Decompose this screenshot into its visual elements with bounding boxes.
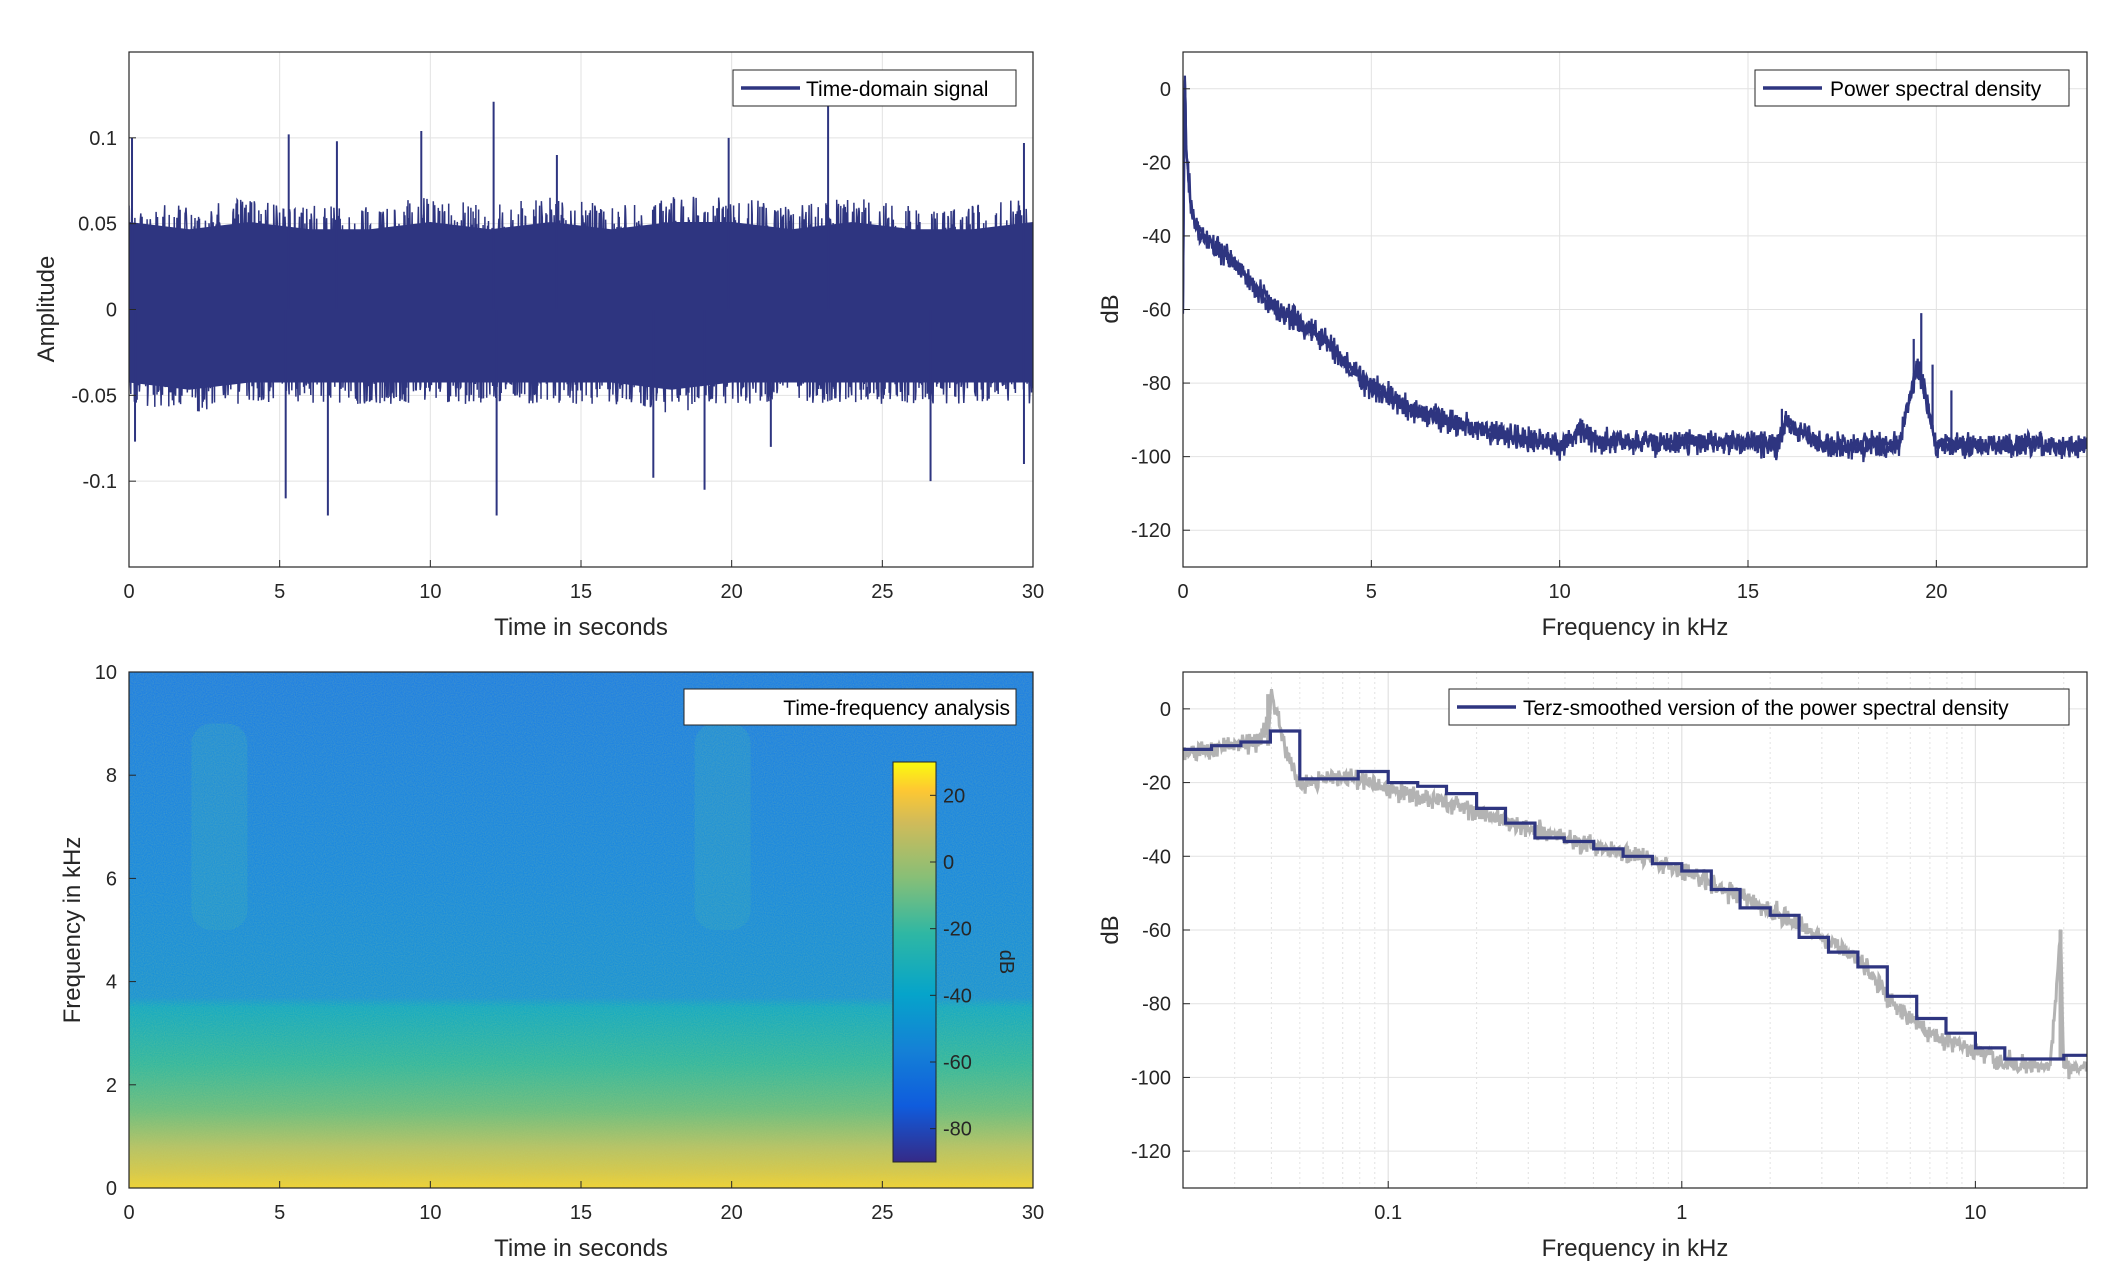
legend-label: Time-domain signal (806, 78, 988, 101)
y-tick-label: -40 (1142, 226, 1171, 248)
colorbar-tick-label: -40 (943, 985, 972, 1007)
y-tick-label: 6 (106, 868, 117, 890)
signal-trace (129, 101, 1033, 516)
y-tick-label: 0 (106, 1178, 117, 1200)
terz-traces (1183, 688, 2087, 1080)
legend: Power spectral density (1754, 69, 2070, 107)
x-tick-label: 25 (871, 1202, 893, 1224)
x-tick-label: 30 (1022, 581, 1044, 603)
raw-psd-line (1183, 688, 2087, 1080)
psd-panel: 0 5 10 15 20 -120 -100 -80 -60 -40 -20 0 Frequency … (1097, 51, 2088, 641)
y-tick-label: 4 (106, 972, 117, 994)
y-tick-label: -100 (1131, 1067, 1171, 1089)
x-tick-label: 10 (419, 581, 441, 603)
x-tick-label: 10 (1964, 1202, 1986, 1224)
y-tick-label: 0.05 (78, 214, 117, 236)
x-tick-label: 15 (1737, 581, 1759, 603)
y-axis-label: Frequency in kHz (59, 837, 86, 1024)
tick-labels: 0 5 10 15 20 25 30 -0.1 -0.05 0 0.05 0.1 (71, 128, 1044, 603)
colorbar-tick-label: -20 (943, 919, 972, 941)
x-tick-label: 0 (123, 1202, 134, 1224)
y-tick-label: -40 (1142, 846, 1171, 868)
legend: Time-frequency analysis (683, 688, 1017, 726)
x-tick-label: 30 (1022, 1202, 1044, 1224)
legend-label: Power spectral density (1830, 78, 2042, 101)
y-tick-label: 2 (106, 1075, 117, 1097)
y-tick-label: 0 (1160, 79, 1171, 101)
y-tick-label: -120 (1131, 520, 1171, 542)
time-signal-panel: 0 5 10 15 20 25 30 -0.1 -0.05 0 0.05 0.1 Time in se… (33, 51, 1044, 641)
y-axis-label: dB (1097, 294, 1124, 323)
x-axis-label: Frequency in kHz (1542, 1235, 1729, 1262)
x-tick-label: 25 (871, 581, 893, 603)
legend: Terz-smoothed version of the power spect… (1448, 688, 2070, 726)
grid (1182, 672, 2087, 1188)
y-tick-label: -20 (1142, 152, 1171, 174)
spectrogram-panel: 0 5 10 15 20 25 30 0 2 4 6 8 10 Time in seconds Freq… (59, 662, 1044, 1262)
tick-labels: 0 5 10 15 20 -120 -100 -80 -60 -40 -20 0 (1131, 79, 1947, 603)
y-tick-label: -20 (1142, 773, 1171, 795)
x-tick-label: 20 (1925, 581, 1947, 603)
x-tick-label: 0.1 (1374, 1202, 1402, 1224)
colorbar-gradient (892, 761, 937, 1163)
y-tick-label: -80 (1142, 994, 1171, 1016)
y-tick-label: 0 (106, 300, 117, 322)
legend: Time-domain signal (732, 69, 1017, 107)
y-tick-label: -60 (1142, 920, 1171, 942)
x-tick-label: 5 (274, 581, 285, 603)
y-tick-label: 8 (106, 765, 117, 787)
smoothed-psd-line (1183, 729, 2087, 1061)
x-tick-label: 5 (1366, 581, 1377, 603)
psd-line-jitter (1183, 80, 2087, 461)
y-tick-label: -0.1 (83, 471, 117, 493)
legend-label: Terz-smoothed version of the power spect… (1523, 697, 2009, 720)
x-tick-label: 10 (419, 1202, 441, 1224)
y-axis-label: Amplitude (33, 256, 60, 363)
colorbar-ticks: -80 -60 -40 -20 0 20 (930, 785, 972, 1141)
tick-labels: 0 5 10 15 20 25 30 0 2 4 6 8 10 (95, 662, 1044, 1224)
x-tick-label: 5 (274, 1202, 285, 1224)
y-tick-label: -100 (1131, 447, 1171, 469)
legend-label: Time-frequency analysis (783, 697, 1010, 720)
psd-trace (1183, 75, 2087, 463)
x-axis-label: Time in seconds (494, 1235, 668, 1262)
x-axis-label: Frequency in kHz (1542, 614, 1729, 641)
y-tick-label: -80 (1142, 373, 1171, 395)
tick-labels: 0.1 1 10 -120 -100 -80 -60 -40 -20 0 (1131, 699, 1987, 1224)
colorbar: -80 -60 -40 -20 0 20 dB (892, 761, 1017, 1163)
colorbar-label: dB (995, 950, 1017, 974)
x-tick-label: 10 (1549, 581, 1571, 603)
signal-core (129, 222, 1033, 390)
colorbar-tick-label: 20 (943, 785, 965, 807)
x-tick-label: 0 (123, 581, 134, 603)
x-tick-label: 15 (570, 1202, 592, 1224)
y-tick-label: 0 (1160, 699, 1171, 721)
x-tick-label: 20 (721, 1202, 743, 1224)
colorbar-tick-label: -80 (943, 1119, 972, 1141)
legend-box (683, 688, 1017, 726)
grid (1182, 52, 2087, 567)
y-tick-label: 0.1 (89, 128, 117, 150)
y-tick-label: -0.05 (71, 385, 117, 407)
colorbar-tick-label: 0 (943, 852, 954, 874)
terz-panel: 0.1 1 10 -120 -100 -80 -60 -40 -20 0 Frequency in… (1097, 671, 2088, 1262)
colorbar-tick-label: -60 (943, 1052, 972, 1074)
x-tick-label: 1 (1676, 1202, 1687, 1224)
y-tick-label: -120 (1131, 1141, 1171, 1163)
x-tick-label: 0 (1177, 581, 1188, 603)
spectrogram-texture (129, 672, 1033, 1188)
y-tick-label: -60 (1142, 300, 1171, 322)
x-tick-label: 20 (721, 581, 743, 603)
x-tick-label: 15 (570, 581, 592, 603)
y-tick-label: 10 (95, 662, 117, 684)
x-axis-label: Time in seconds (494, 614, 668, 641)
y-axis-label: dB (1097, 915, 1124, 944)
legend-box (1448, 688, 2070, 726)
